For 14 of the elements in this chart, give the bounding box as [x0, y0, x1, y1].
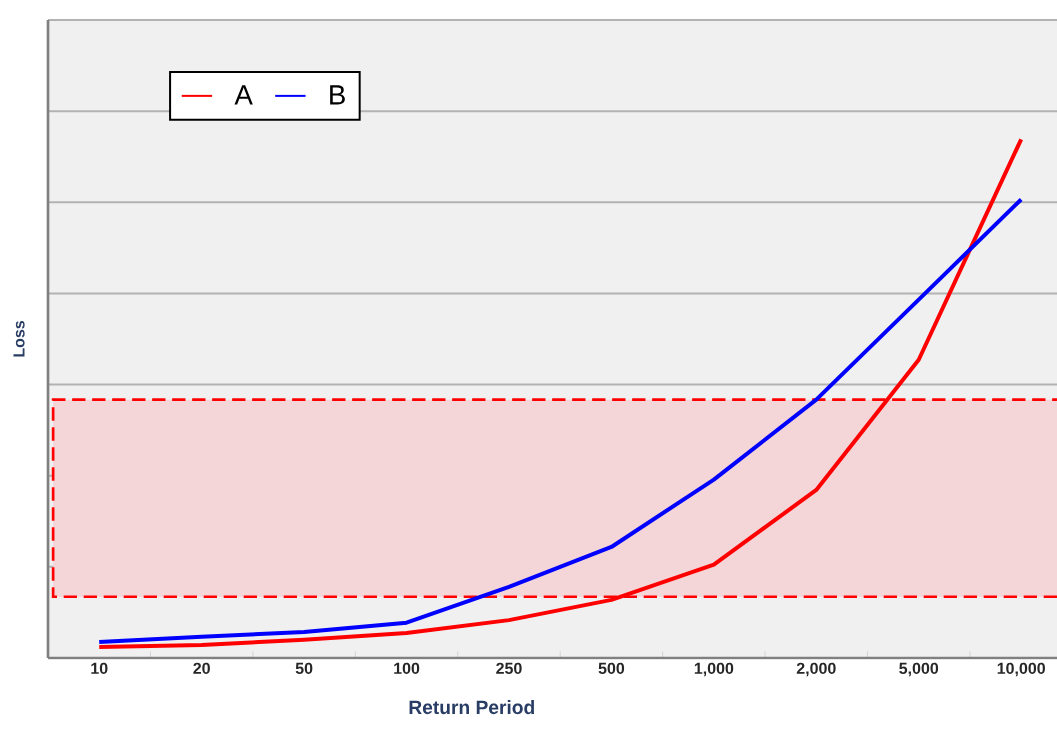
x-tick-label: 500	[598, 662, 625, 675]
x-tick-label: 1,000	[694, 662, 734, 677]
x-tick-label: 2,000	[796, 662, 836, 677]
x-tick-label: 10	[91, 662, 108, 675]
x-tick-label: 50	[295, 662, 313, 675]
x-tick-label: 20	[193, 662, 210, 675]
x-tick-label: 5,000	[899, 662, 939, 677]
legend-label: A	[234, 85, 253, 105]
x-tick-label: 10,000	[997, 662, 1045, 677]
y-axis-title: Loss	[13, 320, 25, 357]
x-tick-label: 250	[496, 662, 522, 675]
legend-label: B	[330, 85, 345, 105]
x-tick-label: 100	[394, 662, 420, 675]
x-axis-title: Return Period	[409, 700, 534, 715]
